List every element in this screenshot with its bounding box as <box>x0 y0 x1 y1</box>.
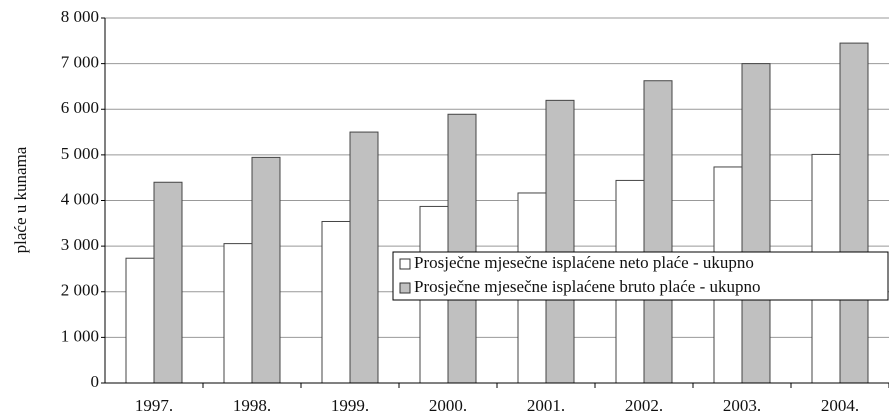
y-tick-label: 4 000 <box>61 189 99 208</box>
x-tick-label: 2000. <box>429 396 467 415</box>
y-axis-label: plaće u kunama <box>11 146 30 253</box>
bar <box>741 63 771 384</box>
bar <box>839 42 869 384</box>
bar <box>545 99 575 384</box>
y-tick-label: 6 000 <box>61 98 99 117</box>
bar <box>349 131 379 384</box>
legend-label: Prosječne mjesečne isplaćene bruto plaće… <box>414 277 760 296</box>
y-tick-label: 2 000 <box>61 281 99 300</box>
legend-swatch <box>399 258 411 270</box>
y-tick-label: 7 000 <box>61 53 99 72</box>
bar <box>125 257 155 384</box>
y-tick-label: 0 <box>91 372 100 391</box>
bar <box>321 220 351 384</box>
bar <box>447 113 477 384</box>
legend-label: Prosječne mjesečne isplaćene neto plaće … <box>414 253 754 272</box>
x-tick-label: 2001. <box>527 396 565 415</box>
y-tick-label: 5 000 <box>61 144 99 163</box>
x-tick-label: 1998. <box>233 396 271 415</box>
x-tick-label: 2004. <box>821 396 859 415</box>
x-tick-label: 1997. <box>135 396 173 415</box>
x-tick-label: 2002. <box>625 396 663 415</box>
bar <box>251 156 281 384</box>
bar <box>153 181 183 384</box>
y-tick-label: 1 000 <box>61 326 99 345</box>
y-tick-label: 8 000 <box>61 7 99 26</box>
x-tick-label: 1999. <box>331 396 369 415</box>
legend-box <box>392 251 889 301</box>
legend-swatch <box>399 282 411 294</box>
y-tick-label: 3 000 <box>61 235 99 254</box>
x-tick-label: 2003. <box>723 396 761 415</box>
legend: Prosječne mjesečne isplaćene neto plaće … <box>392 251 889 301</box>
bar <box>643 80 673 384</box>
bar <box>223 243 253 384</box>
